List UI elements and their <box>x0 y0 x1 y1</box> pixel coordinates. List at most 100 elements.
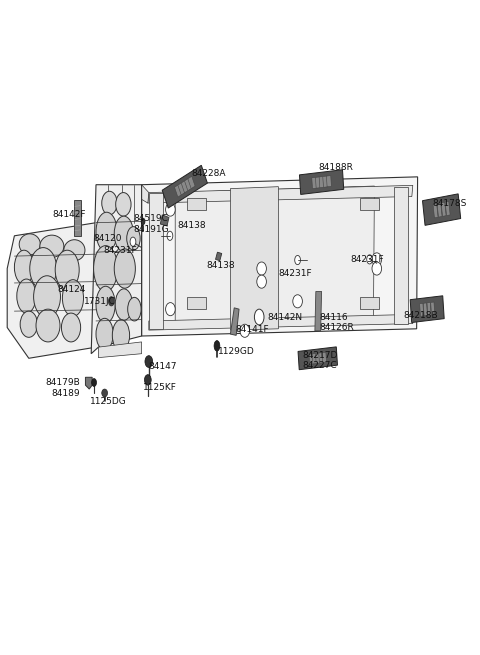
Text: 84138: 84138 <box>178 221 206 231</box>
Text: 84120: 84120 <box>94 234 122 243</box>
Text: 84231F: 84231F <box>278 269 312 278</box>
Ellipse shape <box>114 249 135 288</box>
Ellipse shape <box>372 262 382 275</box>
Polygon shape <box>7 223 96 358</box>
Ellipse shape <box>141 218 145 225</box>
Text: 84147: 84147 <box>149 362 177 371</box>
Ellipse shape <box>144 375 151 385</box>
Text: 84188R: 84188R <box>319 162 353 172</box>
Polygon shape <box>137 185 149 203</box>
Ellipse shape <box>130 237 136 246</box>
Polygon shape <box>441 202 446 216</box>
Polygon shape <box>149 193 163 329</box>
Polygon shape <box>431 302 435 315</box>
Ellipse shape <box>64 240 85 261</box>
Text: 84179B: 84179B <box>46 378 80 387</box>
Polygon shape <box>322 352 326 363</box>
Ellipse shape <box>102 191 117 215</box>
Ellipse shape <box>166 303 175 316</box>
Polygon shape <box>394 187 408 324</box>
Ellipse shape <box>96 318 113 350</box>
Polygon shape <box>187 297 206 309</box>
Text: 84138: 84138 <box>206 261 235 270</box>
Ellipse shape <box>367 255 372 264</box>
Polygon shape <box>360 198 379 210</box>
Ellipse shape <box>102 389 108 397</box>
Ellipse shape <box>257 262 266 275</box>
Polygon shape <box>326 176 331 187</box>
Ellipse shape <box>254 309 264 325</box>
Polygon shape <box>162 165 207 208</box>
Polygon shape <box>91 185 142 354</box>
Ellipse shape <box>19 234 40 255</box>
Ellipse shape <box>257 275 266 288</box>
Ellipse shape <box>14 250 34 284</box>
Polygon shape <box>230 308 239 335</box>
Polygon shape <box>149 314 413 330</box>
Ellipse shape <box>96 212 117 252</box>
Text: 84141F: 84141F <box>235 325 269 334</box>
Polygon shape <box>315 291 322 331</box>
Ellipse shape <box>214 341 220 351</box>
Ellipse shape <box>55 250 79 290</box>
Ellipse shape <box>114 216 133 252</box>
Ellipse shape <box>62 280 84 316</box>
Text: 1129GD: 1129GD <box>218 347 255 356</box>
Text: 84231F: 84231F <box>350 255 384 264</box>
Polygon shape <box>422 194 461 225</box>
Ellipse shape <box>94 246 118 291</box>
Polygon shape <box>175 185 182 197</box>
Polygon shape <box>315 353 320 364</box>
Text: 84124: 84124 <box>58 285 86 294</box>
Text: 84178S: 84178S <box>432 198 467 208</box>
Text: 1125DG: 1125DG <box>90 397 127 406</box>
Ellipse shape <box>116 193 131 216</box>
Polygon shape <box>433 204 438 218</box>
Polygon shape <box>319 352 323 363</box>
Ellipse shape <box>36 309 60 342</box>
Polygon shape <box>315 177 321 188</box>
Polygon shape <box>298 347 337 369</box>
Polygon shape <box>360 297 379 309</box>
Polygon shape <box>184 178 192 191</box>
Polygon shape <box>427 303 431 316</box>
Ellipse shape <box>34 276 60 318</box>
Text: 84227C: 84227C <box>302 361 337 370</box>
Polygon shape <box>85 377 92 389</box>
Text: 84126R: 84126R <box>319 323 354 332</box>
Polygon shape <box>323 176 328 187</box>
Text: 1125KF: 1125KF <box>143 383 177 392</box>
Polygon shape <box>142 177 418 336</box>
Text: 84191G: 84191G <box>133 225 169 234</box>
Ellipse shape <box>17 279 36 313</box>
Text: 84217D: 84217D <box>302 350 338 360</box>
Ellipse shape <box>61 313 81 342</box>
Polygon shape <box>74 200 81 236</box>
Polygon shape <box>423 303 427 316</box>
Polygon shape <box>148 185 413 203</box>
Polygon shape <box>312 354 317 364</box>
Ellipse shape <box>167 231 173 240</box>
Ellipse shape <box>145 356 153 367</box>
Polygon shape <box>216 252 222 261</box>
Polygon shape <box>230 187 278 330</box>
Polygon shape <box>312 178 317 189</box>
Ellipse shape <box>40 235 64 257</box>
Polygon shape <box>181 181 189 193</box>
Polygon shape <box>410 296 444 322</box>
Text: 84519C: 84519C <box>133 214 168 223</box>
Polygon shape <box>98 342 142 358</box>
Polygon shape <box>445 201 450 215</box>
Polygon shape <box>309 354 313 364</box>
Polygon shape <box>319 176 324 188</box>
Ellipse shape <box>115 289 132 320</box>
Ellipse shape <box>112 320 130 351</box>
Ellipse shape <box>30 248 57 290</box>
Ellipse shape <box>127 227 140 250</box>
Text: 84231F: 84231F <box>103 246 137 255</box>
Polygon shape <box>437 203 442 217</box>
Ellipse shape <box>96 286 115 323</box>
Ellipse shape <box>166 203 175 216</box>
Text: 84189: 84189 <box>52 388 81 398</box>
Polygon shape <box>160 215 169 226</box>
